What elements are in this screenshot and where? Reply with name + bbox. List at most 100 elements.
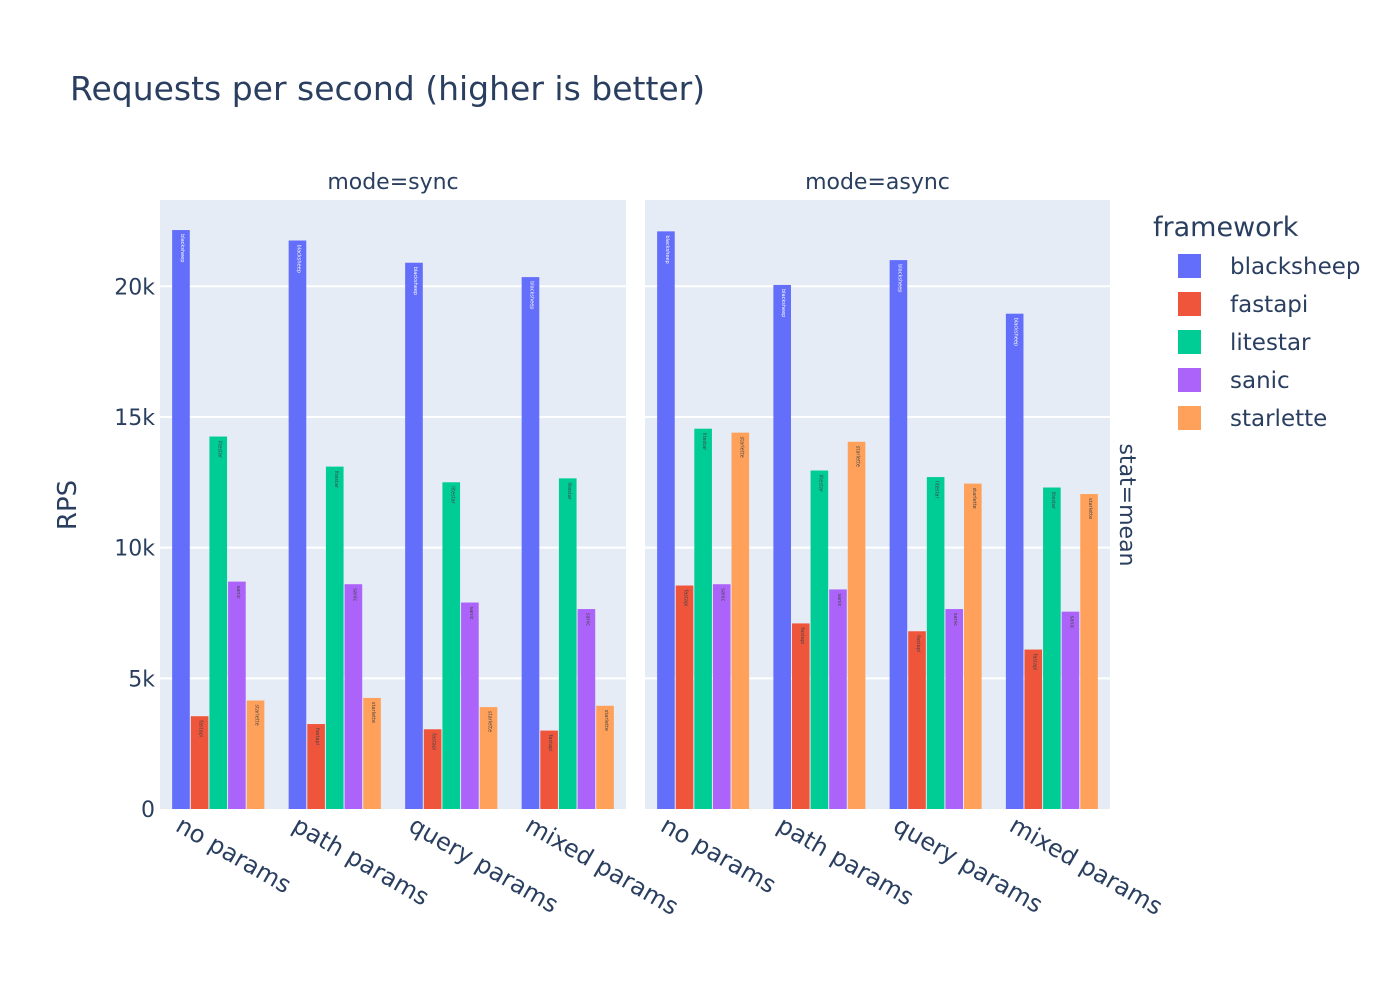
- bar-starlette[interactable]: [731, 432, 750, 809]
- legend-item-fastapi[interactable]: fastapi: [1178, 292, 1308, 318]
- bar-starlette[interactable]: [246, 700, 265, 809]
- bar-starlette[interactable]: [363, 697, 381, 809]
- bar-litestar[interactable]: [209, 436, 228, 809]
- legend-label: blacksheep: [1230, 254, 1361, 280]
- facet-title: mode=sync: [327, 170, 458, 195]
- bar-text-label: litestar: [1050, 492, 1056, 510]
- bar-text-label: starlette: [370, 702, 376, 723]
- bar-text-label: sanic: [351, 588, 357, 601]
- legend-item-litestar[interactable]: litestar: [1178, 330, 1311, 356]
- bar-fastapi[interactable]: [1024, 649, 1043, 809]
- y-axis-label: RPS: [53, 480, 83, 530]
- bar-blacksheep[interactable]: [773, 284, 791, 809]
- bar-starlette[interactable]: [964, 483, 982, 809]
- bar-text-label: litestar: [701, 433, 707, 451]
- bar-text-label: sanic: [952, 613, 958, 626]
- bar-litestar[interactable]: [926, 477, 945, 809]
- bar-text-label: blacksheep: [528, 281, 534, 309]
- facet-panels: mode=sync blacksheep fastapi litestar sanic s…: [160, 170, 1167, 921]
- bar-sanic[interactable]: [712, 584, 731, 809]
- bar-text-label: sanic: [584, 613, 590, 626]
- bar-text-label: litestar: [333, 471, 339, 489]
- y-tick-label: 15k: [114, 406, 155, 431]
- bar-litestar[interactable]: [558, 478, 577, 809]
- bar-text-label: blacksheep: [295, 245, 301, 273]
- y-tick-label: 0: [141, 798, 155, 823]
- facet-panel: mode=async blacksheep fastapi litestar sanic…: [645, 170, 1167, 921]
- bar-litestar[interactable]: [325, 466, 344, 809]
- facet-title: mode=async: [805, 170, 950, 195]
- legend: framework blacksheep fastapi litestar sanic…: [1153, 212, 1361, 432]
- bar-text-label: starlette: [738, 437, 744, 458]
- bar-starlette[interactable]: [1080, 494, 1098, 809]
- bar-fastapi[interactable]: [307, 724, 325, 809]
- bar-fastapi[interactable]: [675, 585, 694, 809]
- y-tick-label: 5k: [128, 667, 155, 692]
- bar-sanic[interactable]: [344, 584, 363, 809]
- bar-sanic[interactable]: [945, 609, 964, 809]
- legend-label: sanic: [1230, 368, 1290, 394]
- bar-sanic[interactable]: [1061, 611, 1080, 809]
- bar-text-label: blacksheep: [179, 234, 185, 262]
- legend-label: starlette: [1230, 406, 1327, 432]
- bar-text-label: fastapi: [915, 635, 921, 652]
- bar-blacksheep[interactable]: [1005, 313, 1024, 809]
- bar-text-label: sanic: [720, 588, 726, 601]
- bar-text-label: starlette: [971, 488, 977, 509]
- bar-text-label: sanic: [468, 607, 474, 620]
- bar-sanic[interactable]: [461, 602, 479, 809]
- y-axis: 0 5k 10k 15k 20k: [114, 275, 155, 823]
- bar-sanic[interactable]: [577, 609, 596, 809]
- bar-fastapi[interactable]: [190, 716, 209, 809]
- bar-text-label: sanic: [836, 593, 842, 606]
- bar-starlette[interactable]: [479, 707, 498, 809]
- bar-text-label: fastapi: [198, 720, 204, 737]
- legend-title: framework: [1153, 212, 1299, 243]
- bar-blacksheep[interactable]: [405, 262, 423, 809]
- bar-sanic[interactable]: [829, 589, 847, 809]
- bar-blacksheep[interactable]: [889, 260, 908, 810]
- bar-starlette[interactable]: [847, 441, 866, 809]
- bar-text-label: fastapi: [799, 627, 805, 644]
- bar-sanic[interactable]: [228, 581, 246, 809]
- bar-text-label: litestar: [817, 475, 823, 493]
- legend-label: litestar: [1230, 330, 1311, 356]
- legend-swatch: [1178, 406, 1201, 430]
- bar-fastapi[interactable]: [791, 623, 810, 809]
- legend-item-starlette[interactable]: starlette: [1178, 406, 1327, 432]
- y-tick-label: 10k: [114, 537, 155, 562]
- bar-litestar[interactable]: [442, 482, 461, 809]
- facet-panel: mode=sync blacksheep fastapi litestar sanic s…: [160, 170, 683, 921]
- bar-litestar[interactable]: [810, 470, 829, 809]
- y-tick-label: 20k: [114, 275, 155, 300]
- legend-label: fastapi: [1230, 292, 1308, 318]
- row-facet-label: stat=mean: [1114, 443, 1139, 566]
- bar-text-label: starlette: [254, 705, 260, 726]
- bar-text-label: blacksheep: [412, 267, 418, 295]
- bar-litestar[interactable]: [694, 428, 712, 809]
- bar-text-label: litestar: [934, 481, 940, 499]
- bar-text-label: litestar: [216, 441, 222, 459]
- legend-item-sanic[interactable]: sanic: [1178, 368, 1290, 394]
- bar-litestar[interactable]: [1043, 487, 1061, 809]
- bar-fastapi[interactable]: [423, 729, 442, 809]
- bar-fastapi[interactable]: [540, 730, 558, 809]
- bar-blacksheep[interactable]: [172, 230, 190, 810]
- bar-text-label: fastapi: [547, 735, 553, 752]
- x-tick-label: no params: [171, 811, 296, 899]
- bar-text-label: litestar: [449, 486, 455, 504]
- legend-item-blacksheep[interactable]: blacksheep: [1178, 254, 1361, 280]
- bar-fastapi[interactable]: [908, 631, 926, 809]
- bar-text-label: starlette: [855, 446, 861, 467]
- bar-blacksheep[interactable]: [657, 231, 675, 809]
- bar-blacksheep[interactable]: [288, 240, 307, 809]
- chart-title: Requests per second (higher is better): [70, 69, 705, 108]
- bar-text-label: starlette: [1087, 498, 1093, 519]
- bar-text-label: blacksheep: [896, 264, 902, 292]
- bar-text-label: blacksheep: [664, 235, 670, 263]
- bar-blacksheep[interactable]: [521, 277, 540, 809]
- bar-text-label: blacksheep: [1013, 318, 1019, 346]
- bar-text-label: fastapi: [314, 728, 320, 745]
- bar-starlette[interactable]: [596, 705, 614, 809]
